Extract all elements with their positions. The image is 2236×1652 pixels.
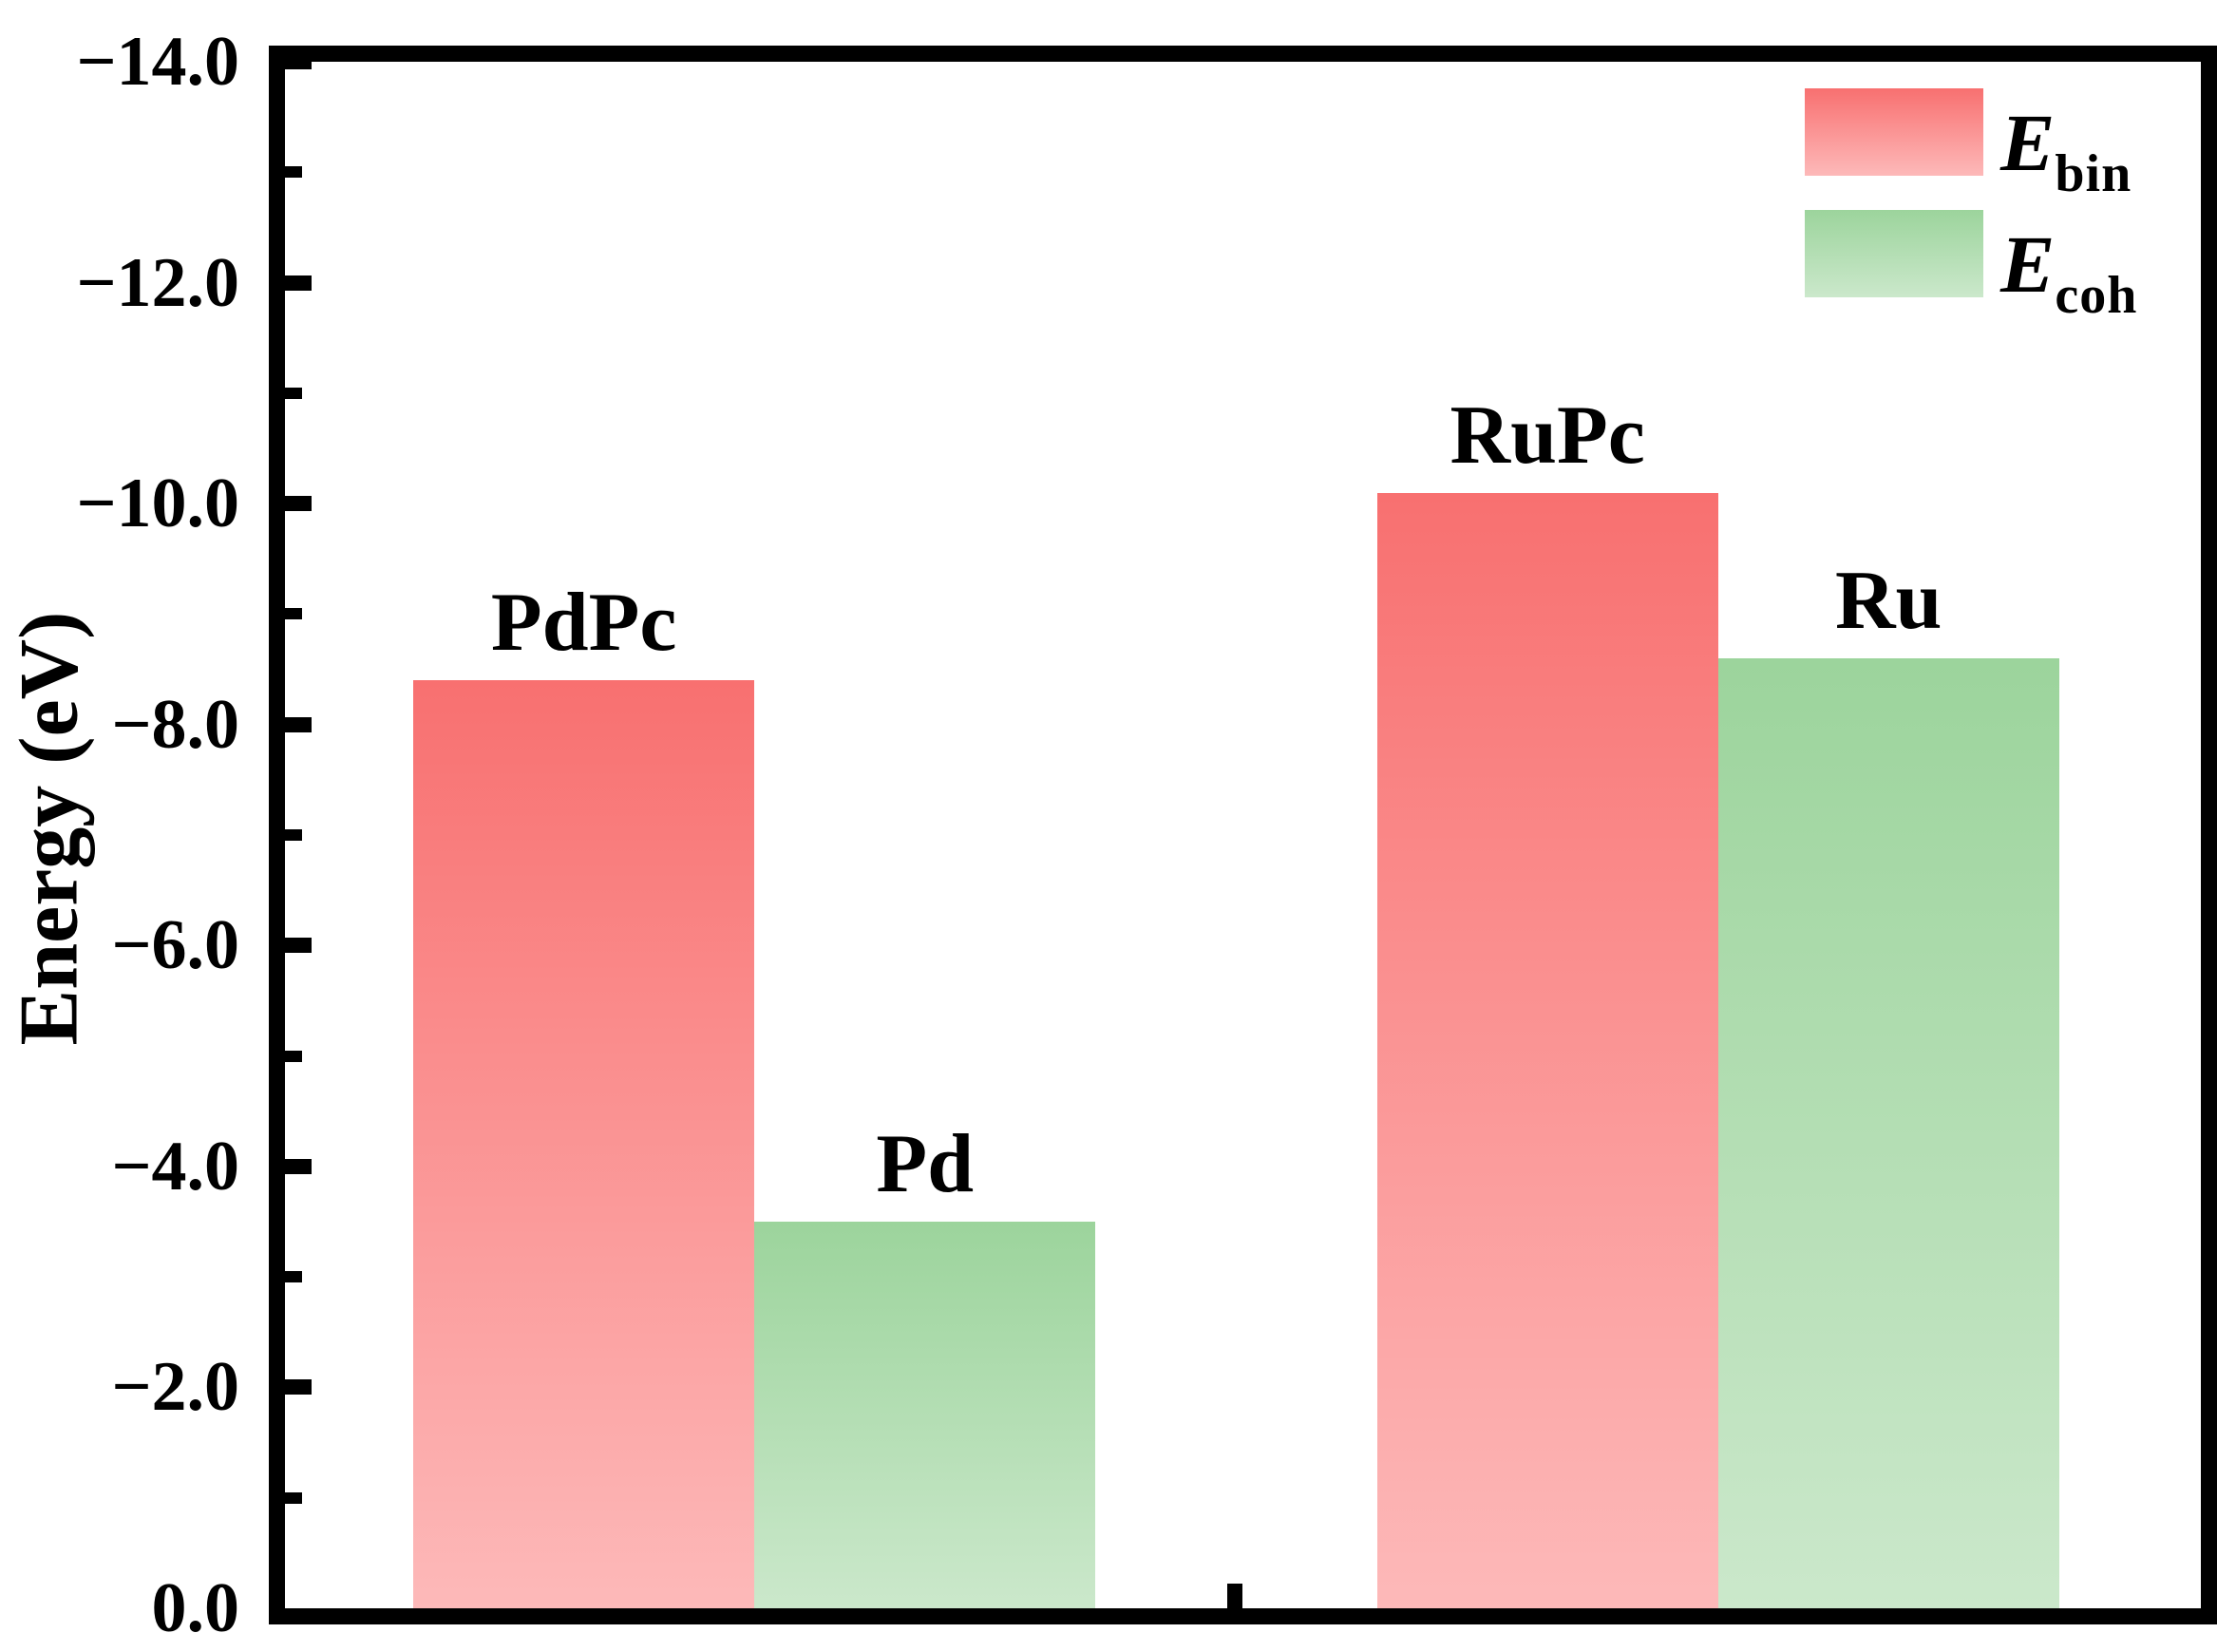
y-minor-tick <box>285 1271 302 1283</box>
legend-label-e_bin: Ebin <box>2000 97 2132 203</box>
bar-label-pd: Pd <box>876 1118 975 1210</box>
y-tick-label: −10.0 <box>76 465 239 543</box>
y-minor-tick <box>285 1491 302 1504</box>
y-tick-label: −6.0 <box>111 906 239 985</box>
plot-frame: Ebin Ecoh PdPc Pd RuPc Ru <box>269 46 2217 1624</box>
y-minor-tick <box>285 608 302 620</box>
x-separator-tick <box>1227 1584 1243 1608</box>
y-major-tick <box>285 716 312 732</box>
y-minor-tick <box>285 166 302 179</box>
y-minor-tick <box>285 829 302 841</box>
y-tick-label: −12.0 <box>76 243 239 322</box>
y-major-tick <box>285 938 312 954</box>
y-minor-tick <box>285 1050 302 1062</box>
y-major-tick <box>285 54 312 69</box>
legend-row-e_bin: Ebin <box>1805 88 2137 200</box>
y-major-tick <box>285 1158 312 1174</box>
y-tick-label: −8.0 <box>111 685 239 764</box>
legend: Ebin Ecoh <box>1805 88 2137 332</box>
y-major-tick <box>285 275 312 291</box>
y-tick-label: −2.0 <box>111 1348 239 1427</box>
bar-pdpc <box>413 680 755 1608</box>
legend-row-e_coh: Ecoh <box>1805 210 2137 322</box>
y-major-tick <box>285 496 312 512</box>
bar-label-pdpc: PdPc <box>490 577 677 670</box>
bar-rupc <box>1376 492 1718 1608</box>
bar-ru <box>1717 657 2059 1608</box>
y-major-tick <box>285 1379 312 1396</box>
y-tick-label: −14.0 <box>76 23 239 101</box>
bar-label-rupc: RuPc <box>1450 389 1645 482</box>
y-axis-tick-labels: 0.0 −2.0 −4.0 −6.0 −8.0 −10.0 −12.0 −14.0 <box>0 27 239 1643</box>
legend-label-e_coh: Ecoh <box>2000 218 2138 325</box>
legend-swatch-e_bin <box>1805 88 1983 176</box>
bar-label-ru: Ru <box>1834 554 1942 647</box>
y-minor-tick <box>285 387 302 399</box>
plot-area: Ebin Ecoh PdPc Pd RuPc Ru <box>285 54 2201 1608</box>
y-tick-label: 0.0 <box>151 1569 240 1647</box>
y-tick-label: −4.0 <box>111 1127 239 1206</box>
legend-swatch-e_coh <box>1805 210 1983 297</box>
bar-pd <box>754 1222 1096 1608</box>
